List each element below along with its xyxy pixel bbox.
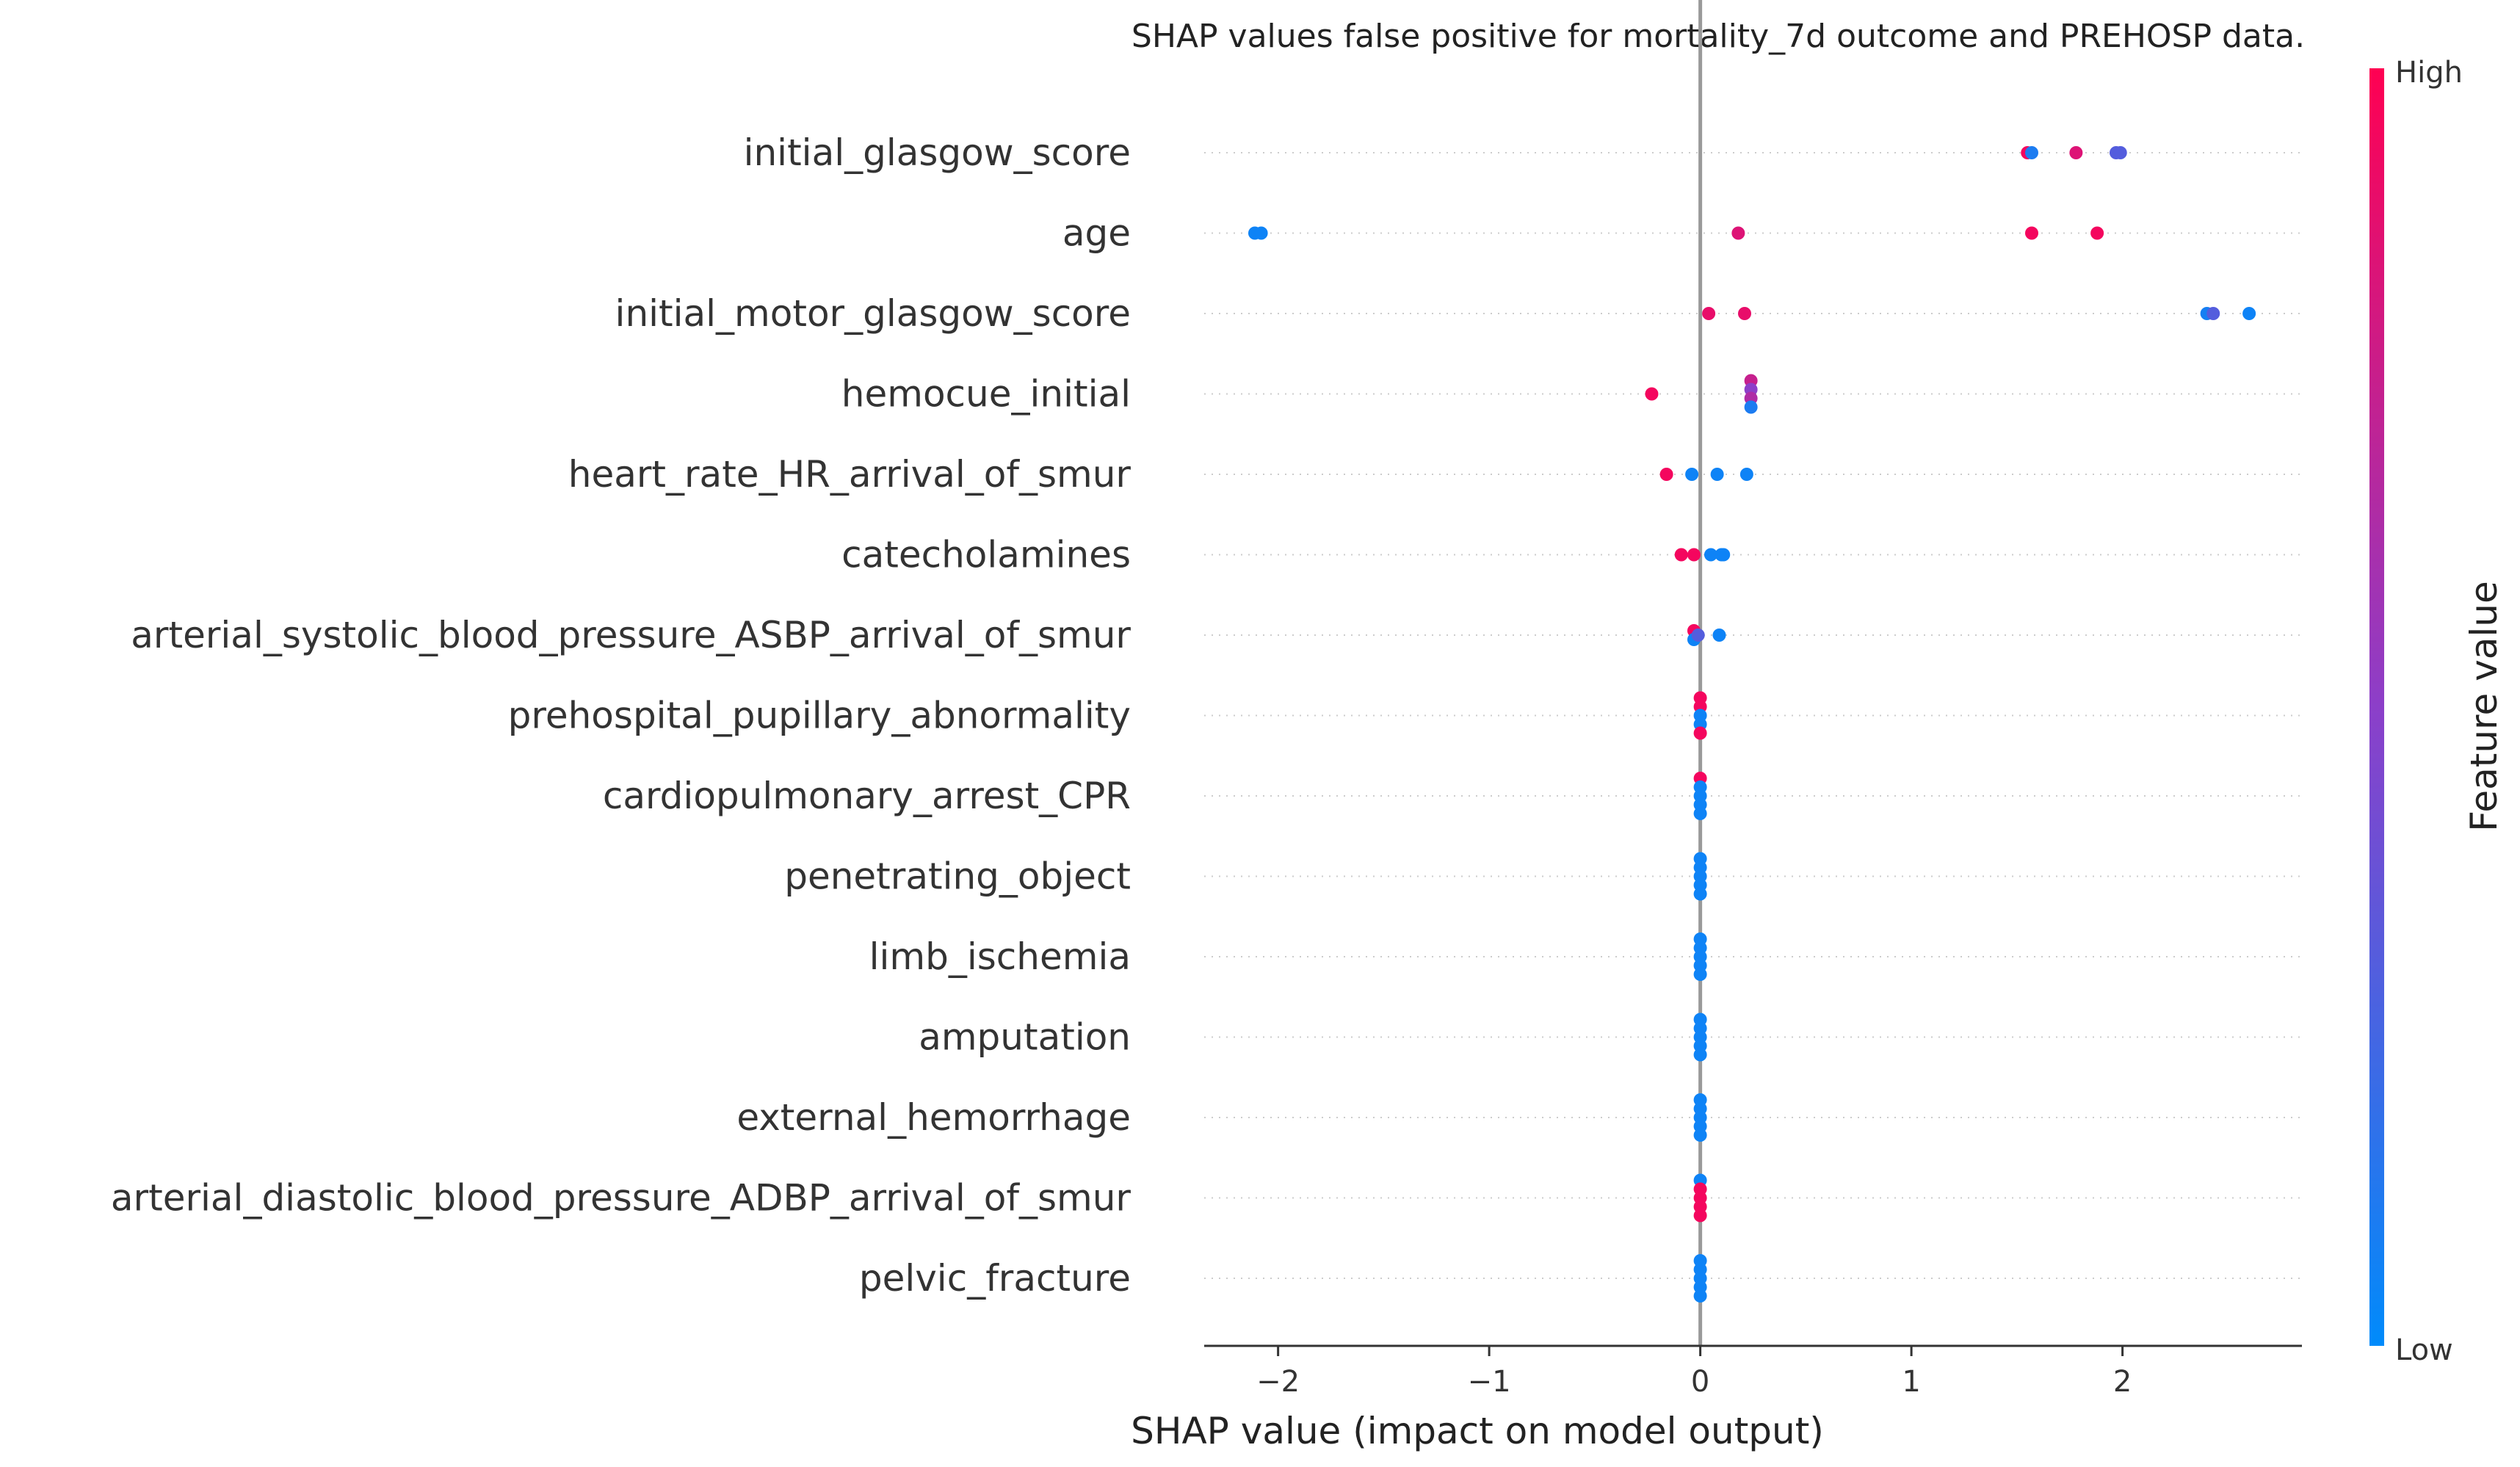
feature-label: arterial_diastolic_blood_pressure_ADBP_a… — [111, 1177, 1132, 1220]
colorbar-title: Feature value — [2463, 581, 2505, 831]
data-point — [1693, 807, 1707, 820]
data-point — [1693, 726, 1707, 740]
feature-label: initial_glasgow_score — [744, 131, 1131, 174]
feature-label: catecholamines — [841, 534, 1131, 576]
data-point — [1738, 307, 1751, 320]
feature-label: arterial_systolic_blood_pressure_ASBP_ar… — [131, 614, 1131, 656]
data-point — [1674, 548, 1688, 562]
data-point — [1693, 887, 1707, 901]
data-point — [1693, 1209, 1707, 1222]
data-point — [1712, 629, 1726, 642]
data-point — [1702, 307, 1716, 320]
data-point — [1693, 1129, 1707, 1142]
feature-label: cardiopulmonary_arrest_CPR — [603, 775, 1131, 817]
data-point — [1693, 968, 1707, 981]
data-point — [2090, 226, 2104, 240]
x-tick-label: −1 — [1468, 1365, 1511, 1399]
data-point — [1693, 1048, 1707, 1062]
x-tick-label: 1 — [1902, 1365, 1920, 1399]
data-points — [1248, 146, 2256, 1303]
data-point — [1710, 468, 1724, 481]
data-point — [2025, 146, 2038, 159]
feature-label: amputation — [919, 1016, 1131, 1059]
data-point — [1687, 548, 1701, 562]
x-axis: −2 −1 0 1 2 — [1204, 1344, 2302, 1399]
colorbar-low-label: Low — [2395, 1333, 2453, 1367]
feature-label: prehospital_pupillary_abnormality — [508, 695, 1131, 737]
x-tick-label: 2 — [2113, 1365, 2132, 1399]
data-point — [1704, 548, 1717, 562]
x-tick-label: 0 — [1691, 1365, 1709, 1399]
feature-label: limb_ischemia — [869, 935, 1131, 978]
data-point — [1744, 400, 1758, 414]
colorbar-gradient — [2369, 68, 2384, 1346]
x-tick-label: −2 — [1256, 1365, 1300, 1399]
data-point — [2069, 146, 2083, 159]
data-point — [2025, 226, 2038, 240]
data-point — [1739, 468, 1753, 481]
data-point — [1645, 387, 1659, 401]
colorbar-high-label: High — [2395, 56, 2463, 90]
feature-label: penetrating_object — [784, 855, 1131, 898]
feature-label: external_hemorrhage — [736, 1096, 1131, 1139]
feature-label: heart_rate_HR_arrival_of_smur — [568, 453, 1132, 496]
row-guides — [1204, 152, 2302, 1279]
data-point — [1693, 1289, 1707, 1303]
feature-label: initial_motor_glasgow_score — [615, 292, 1131, 335]
data-point — [1717, 548, 1731, 562]
chart-title: SHAP values false positive for mortality… — [1132, 18, 2305, 55]
data-point — [2206, 307, 2220, 320]
data-point — [1685, 468, 1699, 481]
x-ticks: −2 −1 0 1 2 — [1256, 1346, 2132, 1399]
data-point — [2242, 307, 2256, 320]
x-axis-label: SHAP value (impact on model output) — [1131, 1410, 1824, 1452]
data-point — [1691, 629, 1705, 642]
colorbar: High Low Feature value — [2369, 56, 2505, 1367]
feature-label: hemocue_initial — [841, 373, 1131, 416]
data-point — [1731, 226, 1745, 240]
feature-label: age — [1062, 212, 1131, 255]
data-point — [2113, 146, 2127, 159]
feature-label: pelvic_fracture — [859, 1257, 1131, 1300]
data-point — [1254, 226, 1268, 240]
data-point — [1659, 468, 1673, 481]
